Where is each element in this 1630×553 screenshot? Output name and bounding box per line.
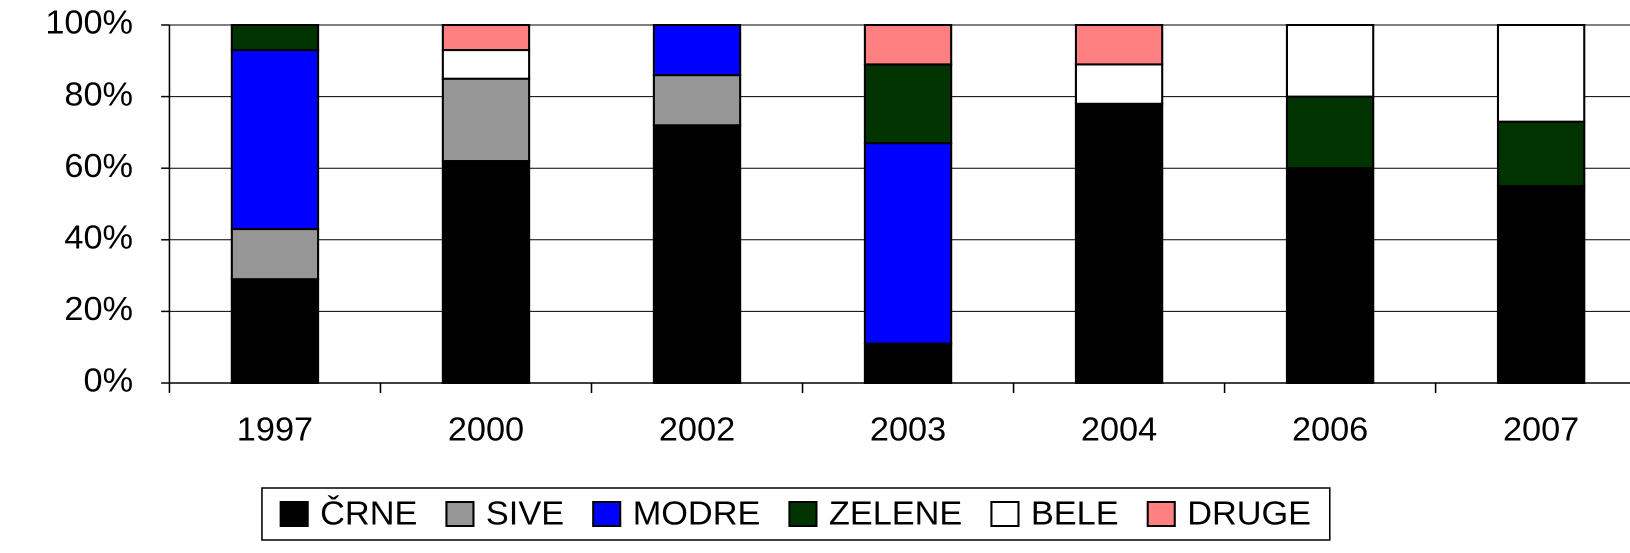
x-tick-label: 2006 xyxy=(1292,412,1368,448)
x-tick-label: 2000 xyxy=(448,412,524,448)
bar-segment xyxy=(1285,167,1375,384)
bar-segment xyxy=(1074,24,1164,66)
bar-segment xyxy=(441,49,531,80)
bar-segment xyxy=(230,228,320,281)
legend-swatch xyxy=(279,501,309,527)
bar-segment xyxy=(441,24,531,52)
bar-segment xyxy=(441,160,531,384)
bar-segment xyxy=(863,142,953,345)
legend-swatch xyxy=(1146,501,1176,527)
bar-segment xyxy=(863,342,953,384)
bar-segment xyxy=(652,74,742,127)
legend-swatch xyxy=(592,501,622,527)
legend-label: ČRNE xyxy=(320,495,417,532)
bar-segment xyxy=(1496,24,1586,123)
bar-segment xyxy=(1496,120,1586,188)
x-tick-label: 2007 xyxy=(1503,412,1579,448)
x-tick-label: 1997 xyxy=(237,412,313,448)
bar-segment xyxy=(652,124,742,385)
y-tick-label: 40% xyxy=(64,220,133,256)
bar-segment xyxy=(230,24,320,52)
y-tick-label: 60% xyxy=(64,148,133,184)
y-tick-label: 20% xyxy=(64,292,133,328)
legend-label: ZELENE xyxy=(829,496,962,532)
bar-segment xyxy=(1496,185,1586,384)
legend-swatch xyxy=(445,501,475,527)
x-tick-label: 2004 xyxy=(1081,412,1157,448)
bar-segment xyxy=(863,24,953,66)
legend-label: DRUGE xyxy=(1187,496,1311,532)
bar-segment xyxy=(230,278,320,384)
bar-segment xyxy=(652,24,742,77)
bar-segment xyxy=(863,63,953,145)
legend-label: SIVE xyxy=(486,496,564,532)
legend-label: MODRE xyxy=(633,496,761,532)
bar-segment xyxy=(230,49,320,231)
y-tick-label: 80% xyxy=(64,77,133,113)
bar-segment xyxy=(1074,102,1164,384)
y-tick-label: 100% xyxy=(45,5,133,41)
legend-swatch xyxy=(788,501,818,527)
x-tick-label: 2003 xyxy=(870,412,946,448)
legend-swatch xyxy=(990,501,1020,527)
bar-segment xyxy=(441,77,531,163)
bar-segment xyxy=(1285,95,1375,170)
bar-segment xyxy=(1285,24,1375,98)
legend-label: BELE xyxy=(1031,496,1119,532)
x-tick-label: 2002 xyxy=(659,412,735,448)
bar-segment xyxy=(1074,63,1164,105)
y-tick-label: 0% xyxy=(84,363,134,399)
